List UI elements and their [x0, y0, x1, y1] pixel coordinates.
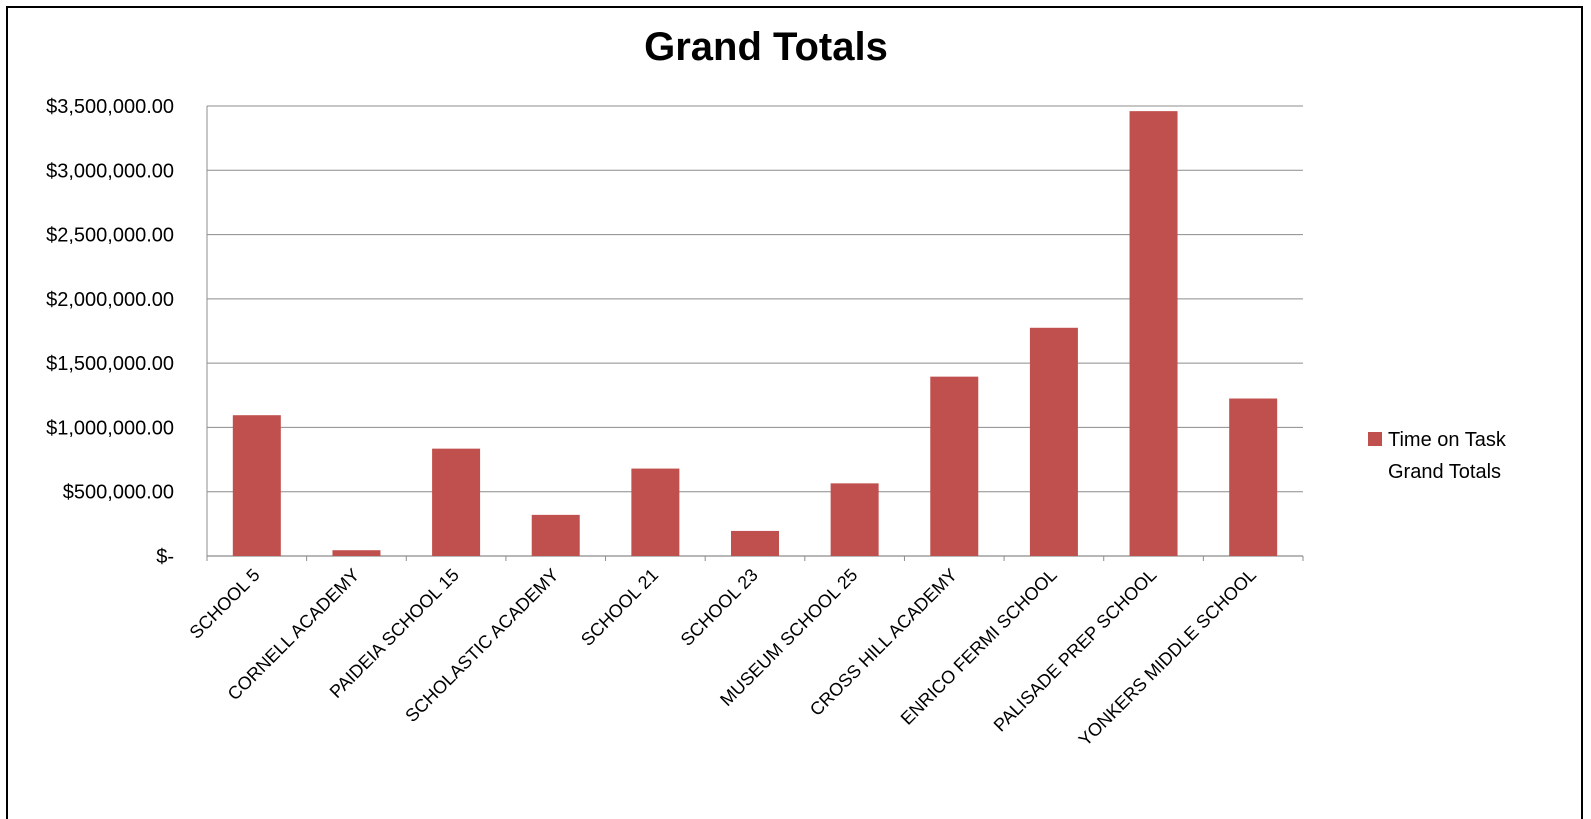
legend: Time on Task Grand Totals	[1368, 429, 1507, 483]
x-tick-label: PALISADE PREP SCHOOL	[990, 565, 1161, 736]
y-tick-label: $3,500,000.00	[46, 96, 174, 118]
bar	[731, 530, 779, 556]
y-tick-label: $1,000,000.00	[46, 417, 174, 439]
x-tick-label: SCHOOL 21	[577, 565, 662, 650]
chart-title: Grand Totals	[644, 25, 888, 69]
bar	[232, 415, 281, 556]
chart-frame	[6, 6, 1583, 819]
legend-swatch	[1368, 432, 1382, 446]
y-tick-label: $500,000.00	[63, 482, 174, 504]
x-tick-label: SCHOOL 5	[186, 565, 264, 643]
bar	[1029, 327, 1078, 556]
bar	[332, 550, 381, 556]
legend-label: Grand Totals	[1388, 461, 1501, 483]
bar	[631, 468, 680, 556]
bar	[1129, 111, 1178, 557]
y-tick-label: $2,500,000.00	[46, 225, 174, 247]
bars	[232, 111, 1278, 557]
y-tick-label: $1,500,000.00	[46, 353, 174, 375]
y-axis-ticks: $- $500,000.00 $1,000,000.00 $1,500,000.00 $…	[46, 96, 174, 568]
y-tick-label: $3,000,000.00	[46, 160, 174, 182]
x-tick-label: YONKERS MIDDLE SCHOOL	[1075, 565, 1260, 750]
bar	[1229, 398, 1278, 556]
y-tick-label: $-	[156, 546, 174, 568]
y-tick-label: $2,000,000.00	[46, 289, 174, 311]
bar	[930, 376, 979, 556]
bar	[432, 448, 481, 556]
bar	[830, 483, 879, 556]
legend-label: Time on Task	[1388, 429, 1507, 451]
x-tick-label: SCHOOL 23	[677, 565, 762, 650]
bar	[531, 514, 580, 556]
